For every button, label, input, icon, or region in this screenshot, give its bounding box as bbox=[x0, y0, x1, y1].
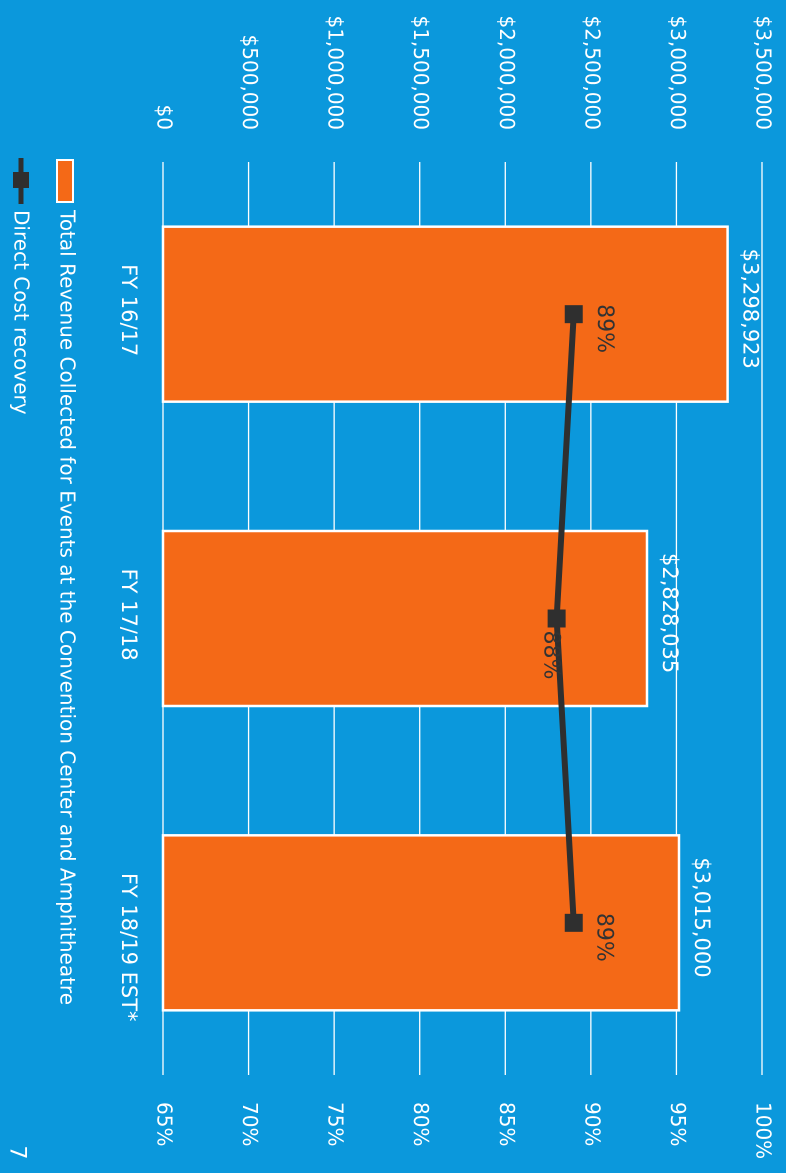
legend-line-marker bbox=[13, 172, 29, 188]
line-value-label: 88% bbox=[539, 631, 564, 680]
legend: Total Revenue Collected for Events at th… bbox=[10, 158, 80, 1005]
cost-recovery-marker bbox=[564, 913, 583, 932]
secondary-tick-label: 95% bbox=[666, 1102, 690, 1146]
secondary-tick-label: 80% bbox=[409, 1102, 433, 1146]
secondary-tick-label: 70% bbox=[238, 1102, 262, 1146]
primary-tick-label: $500,000 bbox=[238, 35, 262, 130]
primary-tick-label: $1,000,000 bbox=[324, 15, 348, 130]
secondary-tick-label: 90% bbox=[580, 1102, 604, 1146]
revenue-bar bbox=[161, 529, 649, 708]
bars bbox=[161, 225, 729, 1012]
primary-tick-label: $1,500,000 bbox=[409, 15, 433, 130]
cost-recovery-marker bbox=[547, 609, 566, 628]
line-value-label: 89% bbox=[592, 913, 617, 962]
category-label: FY 16/17 bbox=[117, 264, 141, 356]
bar-value-label: $2,828,035 bbox=[658, 553, 682, 673]
bar-value-label: $3,015,000 bbox=[690, 857, 714, 977]
bar-value-label: $3,298,923 bbox=[739, 249, 763, 369]
legend-bar-label: Total Revenue Collected for Events at th… bbox=[56, 209, 80, 1005]
category-label: FY 17/18 bbox=[117, 569, 141, 661]
primary-tick-label: $2,500,000 bbox=[580, 15, 604, 130]
category-label: FY 18/19 EST* bbox=[117, 873, 141, 1022]
labels: $0 $500,000 $1,000,000 $1,500,000 $2,000,000… bbox=[117, 15, 776, 1159]
secondary-tick-label: 85% bbox=[495, 1102, 519, 1146]
legend-line-label: Direct Cost recovery bbox=[10, 210, 34, 415]
revenue-bar bbox=[161, 834, 681, 1012]
primary-tick-label: $3,500,000 bbox=[752, 15, 776, 130]
page-number: 7 bbox=[4, 1145, 30, 1160]
secondary-tick-label: 100% bbox=[752, 1102, 776, 1159]
cost-recovery-line bbox=[547, 305, 583, 932]
legend-bar-swatch bbox=[56, 159, 74, 203]
revenue-bar bbox=[161, 225, 729, 403]
primary-tick-label: $3,000,000 bbox=[666, 15, 690, 130]
primary-tick-label: $0 bbox=[153, 105, 177, 130]
primary-tick-label: $2,000,000 bbox=[495, 15, 519, 130]
secondary-tick-label: 65% bbox=[153, 1102, 177, 1146]
cost-recovery-marker bbox=[564, 305, 583, 324]
secondary-tick-label: 75% bbox=[324, 1102, 348, 1146]
line-value-label: 89% bbox=[592, 304, 617, 353]
